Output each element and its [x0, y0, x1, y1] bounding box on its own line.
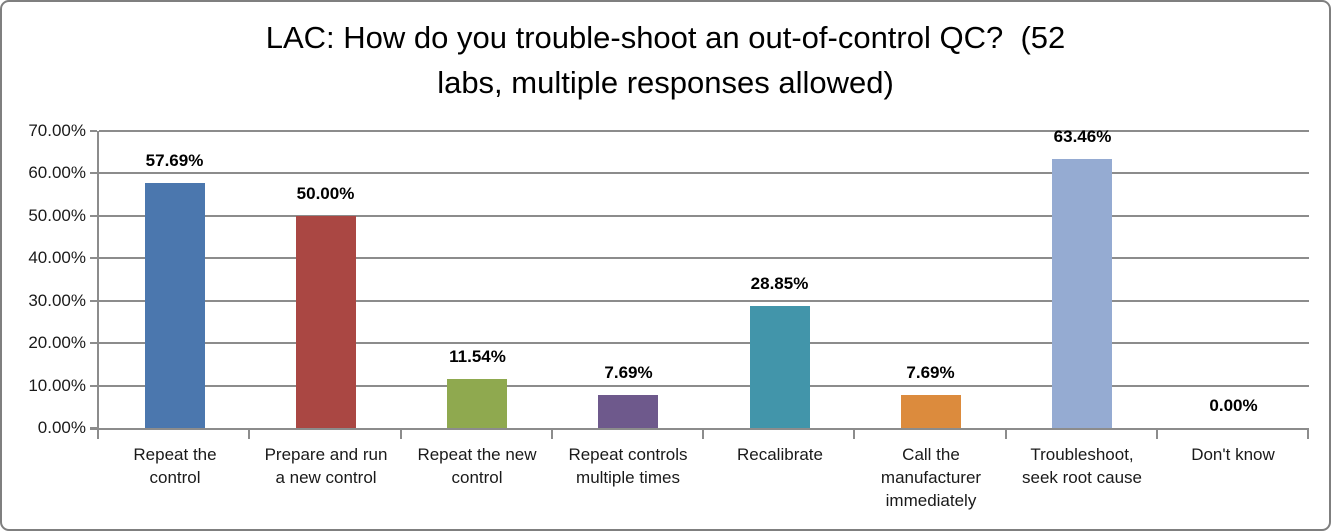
x-axis-tick-2 — [400, 428, 402, 439]
x-axis-label-repeat-controls-multiple-times: Repeat controls multiple times — [568, 445, 688, 487]
y-axis-label-30: 30.00% — [28, 290, 86, 310]
chart-title-line1: LAC: How do you trouble-shoot an out-of-… — [265, 20, 1066, 55]
bar-troubleshoot-seek-root-cause — [1052, 159, 1112, 428]
gridline-40 — [99, 257, 1309, 260]
data-label-prepare-and-run-a-new-control: 50.00% — [296, 184, 355, 203]
bar-repeat-the-control — [145, 183, 205, 428]
y-axis-label-0: 0.00% — [37, 418, 86, 437]
x-axis-tick-3 — [551, 428, 553, 439]
x-axis-label-troubleshoot-seek-root-cause: Troubleshoot, seek root cause — [1021, 445, 1142, 487]
y-axis-label-10: 10.00% — [28, 375, 86, 395]
y-axis-tick-40 — [90, 257, 97, 260]
y-axis-label-70: 70.00% — [28, 121, 86, 140]
x-axis-tick-0 — [97, 428, 99, 439]
x-axis-tick-7 — [1156, 428, 1158, 439]
bar-call-the-manufacturer-immediately — [901, 395, 961, 428]
data-label-repeat-controls-multiple-times: 7.69% — [604, 363, 653, 382]
y-axis-label-50: 50.00% — [28, 205, 86, 225]
x-axis-tick-4 — [702, 428, 704, 439]
bar-repeat-controls-multiple-times — [598, 395, 658, 428]
x-axis-label-call-the-manufacturer-immediately: Call the manufacturer immediately — [880, 445, 982, 510]
x-axis-line — [90, 428, 1309, 430]
y-axis-tick-20 — [90, 342, 97, 345]
gridline-10 — [99, 384, 1309, 387]
x-axis-label-prepare-and-run-a-new-control: Prepare and run a new control — [264, 445, 388, 487]
data-label-repeat-the-control: 57.69% — [145, 151, 204, 170]
x-axis-label-repeat-the-new-control: Repeat the new control — [417, 445, 537, 487]
x-axis-tick-1 — [248, 428, 250, 439]
bar-repeat-the-new-control — [447, 379, 507, 428]
y-axis-label-20: 20.00% — [28, 333, 86, 353]
y-axis-tick-50 — [90, 214, 97, 217]
y-axis-tick-70 — [90, 130, 97, 132]
x-axis-tick-6 — [1005, 428, 1007, 439]
data-label-don-t-know: 0.00% — [1209, 396, 1258, 415]
data-label-repeat-the-new-control: 11.54% — [449, 347, 506, 366]
x-axis-label-repeat-the-control: Repeat the control — [133, 445, 217, 487]
bar-prepare-and-run-a-new-control — [296, 216, 356, 428]
chart-title: LAC: How do you trouble-shoot an out-of-… — [2, 15, 1329, 105]
x-axis-label-don-t-know: Don't know — [1191, 445, 1275, 464]
x-axis-tick-8 — [1307, 428, 1309, 439]
y-axis-tick-10 — [90, 384, 97, 387]
data-label-recalibrate: 28.85% — [750, 274, 809, 293]
gridline-20 — [99, 342, 1309, 345]
y-axis-tick-60 — [90, 172, 97, 175]
y-axis-label-60: 60.00% — [28, 163, 86, 183]
y-axis-tick-30 — [90, 299, 97, 302]
chart-title-line2: labs, multiple responses allowed) — [437, 65, 894, 100]
gridline-60 — [99, 172, 1309, 175]
data-label-call-the-manufacturer-immediately: 7.69% — [906, 363, 955, 382]
gridline-30 — [99, 299, 1309, 302]
data-label-troubleshoot-seek-root-cause: 63.46% — [1053, 127, 1112, 146]
x-axis-label-recalibrate: Recalibrate — [737, 445, 823, 464]
bar-recalibrate — [750, 306, 810, 428]
gridline-50 — [99, 214, 1309, 217]
x-axis-tick-5 — [853, 428, 855, 439]
y-axis-line — [97, 131, 99, 430]
y-axis-label-40: 40.00% — [28, 248, 86, 268]
gridline-70 — [99, 130, 1309, 132]
